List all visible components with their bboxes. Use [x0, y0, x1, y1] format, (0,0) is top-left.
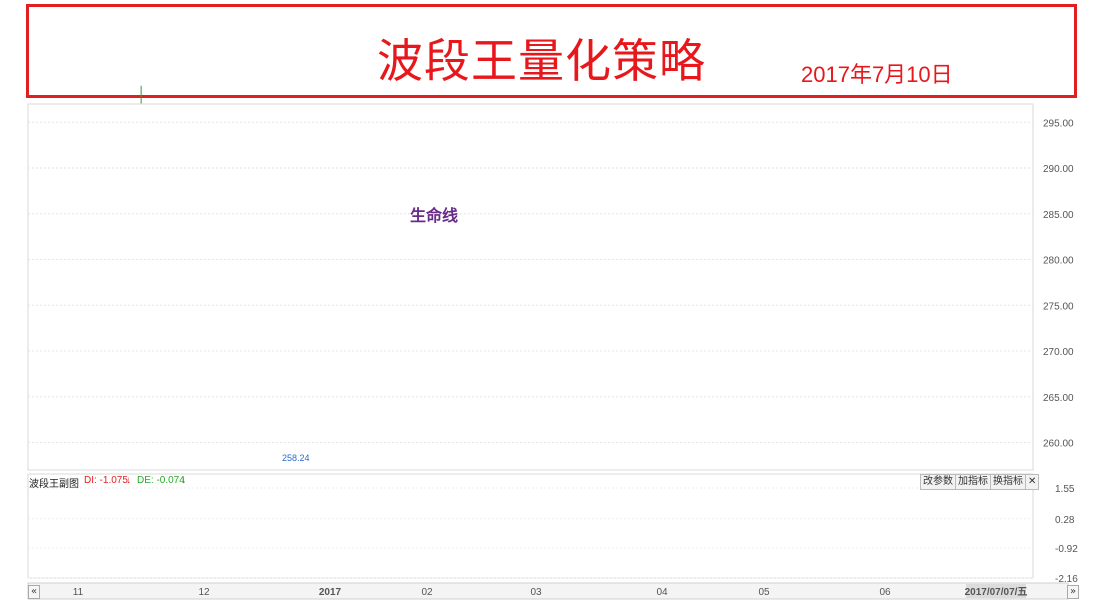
di-arrow-icon: ↓ [126, 475, 131, 486]
title-banner: 波段王量化策略 2017年7月10日 [26, 4, 1077, 98]
x-axis-strip [27, 582, 1069, 600]
chart-axes: 295.00 290.00 285.00 280.00 275.00 270.00 265.… [27, 103, 1078, 600]
switch-indicator-button[interactable]: 换指标 [990, 474, 1026, 490]
x-tick-label: 2017/07/07/五 [965, 586, 1028, 598]
x-tick-label: 02 [421, 587, 433, 598]
x-tick-label: 12 [198, 587, 210, 598]
banner-title: 波段王量化策略 [377, 34, 706, 88]
x-tick-label: 03 [530, 587, 542, 598]
scroll-right-button[interactable]: » [1067, 585, 1079, 599]
y-tick-label: 265.00 [1043, 393, 1074, 404]
x-tick-label: 06 [879, 587, 891, 598]
banner-date: 2017年7月10日 [801, 62, 953, 87]
main-frame [27, 103, 1034, 471]
x-tick-label: 05 [758, 587, 770, 598]
y-tick-label: 260.00 [1043, 439, 1074, 450]
sub-y-tick-label: -2.16 [1055, 574, 1078, 585]
add-indicator-button[interactable]: 加指标 [955, 474, 991, 490]
y-tick-label: 290.00 [1043, 164, 1074, 175]
x-tick-label: 2017 [319, 587, 342, 598]
close-icon[interactable]: ✕ [1025, 474, 1040, 490]
change-params-button[interactable]: 改参数 [920, 474, 956, 490]
sub-frame [27, 473, 1034, 579]
di-value: DI: -1.075 [84, 475, 128, 486]
y-tick-label: 285.00 [1043, 210, 1074, 221]
sub-y-tick-label: 0.28 [1055, 515, 1075, 526]
de-arrow-icon: ↓ [181, 475, 186, 486]
x-tick-label: 04 [656, 587, 668, 598]
x-tick-label: 11 [73, 587, 84, 598]
y-tick-label: 275.00 [1043, 301, 1074, 312]
de-value: DE: -0.074 [137, 475, 185, 486]
sub-y-tick-label: -0.92 [1055, 544, 1078, 555]
y-tick-label: 270.00 [1043, 347, 1074, 358]
scroll-left-button[interactable]: « [28, 585, 40, 599]
y-tick-label: 295.00 [1043, 118, 1074, 129]
sub-y-tick-label: 1.55 [1055, 484, 1075, 495]
life-line-label: 生命线 [410, 206, 458, 225]
y-tick-label: 280.00 [1043, 256, 1074, 267]
low-price-label: 258.24 [282, 453, 310, 463]
sub-panel-title: 波段王副图 [29, 479, 79, 490]
current-date-box [966, 584, 1026, 598]
